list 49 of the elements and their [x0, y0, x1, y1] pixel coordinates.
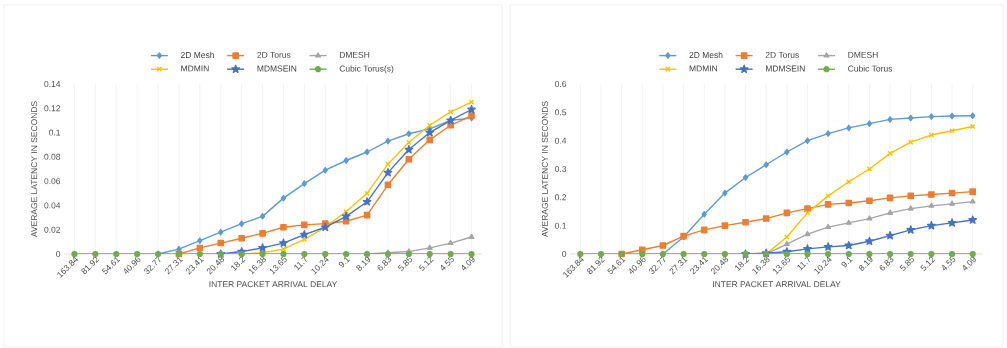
x-tick-label: 4.55 — [441, 256, 454, 271]
y-tick-label: 0.6 — [555, 81, 567, 87]
x-tick-label: 8.19 — [858, 256, 873, 271]
y-tick-label: 0.04 — [44, 202, 61, 209]
x-tick-label: 9.1 — [338, 257, 351, 268]
x-tick-label: 11.7 — [294, 255, 307, 271]
x-tick-label: 18.2 — [231, 256, 246, 272]
legend-label: MDMIN — [181, 65, 209, 72]
y-tick-label: 0.14 — [44, 81, 61, 87]
y-tick-label: 0.5 — [555, 109, 567, 116]
y-tick-label: 0.02 — [44, 226, 61, 233]
legend-label: 2D Torus — [257, 51, 291, 58]
x-axis-title: INTER PACKET ARRIVAL DELAY — [209, 281, 338, 288]
x-tick-label: 5.85 — [899, 256, 914, 271]
y-tick-label: 0.06 — [44, 178, 61, 185]
y-tick-label: 0.4 — [555, 137, 567, 144]
y-tick-label: 0.3 — [555, 166, 567, 172]
legend-label: MDMSEIN — [257, 65, 297, 72]
x-tick-label: 5.85 — [397, 256, 413, 271]
legend-label: Cubic Torus(s) — [339, 65, 394, 74]
x-tick-label: 4.09 — [461, 256, 475, 271]
y-tick-label: 0 — [562, 251, 567, 257]
legend-label: 2D Mesh — [689, 51, 723, 58]
y-axis-title: AVERAGE LATENCY IN SECONDS — [31, 101, 38, 238]
x-tick-label: 11.7 — [797, 255, 810, 271]
x-tick-label: 5.12 — [418, 256, 434, 271]
x-tick-label: 6.83 — [377, 256, 392, 271]
x-axis-title: INTER PACKET ARRIVAL DELAY — [713, 281, 841, 288]
x-tick-label: 5.12 — [920, 256, 936, 271]
x-tick-label: 4.55 — [942, 256, 956, 271]
y-tick-label: 0.12 — [44, 105, 61, 112]
x-tick-label: 6.83 — [879, 256, 894, 271]
y-tick-label: 0.1 — [555, 222, 567, 229]
y-axis-title: AVERAGE LATENCY IN SECONDS — [541, 101, 548, 238]
y-tick-label: 0.1 — [49, 129, 61, 136]
legend-label: MDMIN — [689, 65, 718, 72]
x-tick-label: 18.2 — [735, 256, 750, 272]
legend-label: 2D Torus — [765, 51, 799, 58]
y-tick-label: 0 — [56, 251, 61, 257]
y-tick-label: 0.2 — [555, 194, 567, 201]
legend-label: MDMSEIN — [766, 65, 805, 72]
x-tick-label: 9.1 — [841, 257, 853, 268]
legend-label: DMESH — [339, 51, 370, 58]
y-tick-label: 0.08 — [44, 153, 61, 160]
x-tick-label: 4.09 — [963, 256, 976, 271]
x-tick-label: 8.19 — [356, 256, 371, 271]
legend-label: Cubic Torus — [848, 65, 893, 72]
legend-label: 2D Mesh — [181, 51, 214, 58]
legend-label: DMESH — [848, 51, 878, 58]
